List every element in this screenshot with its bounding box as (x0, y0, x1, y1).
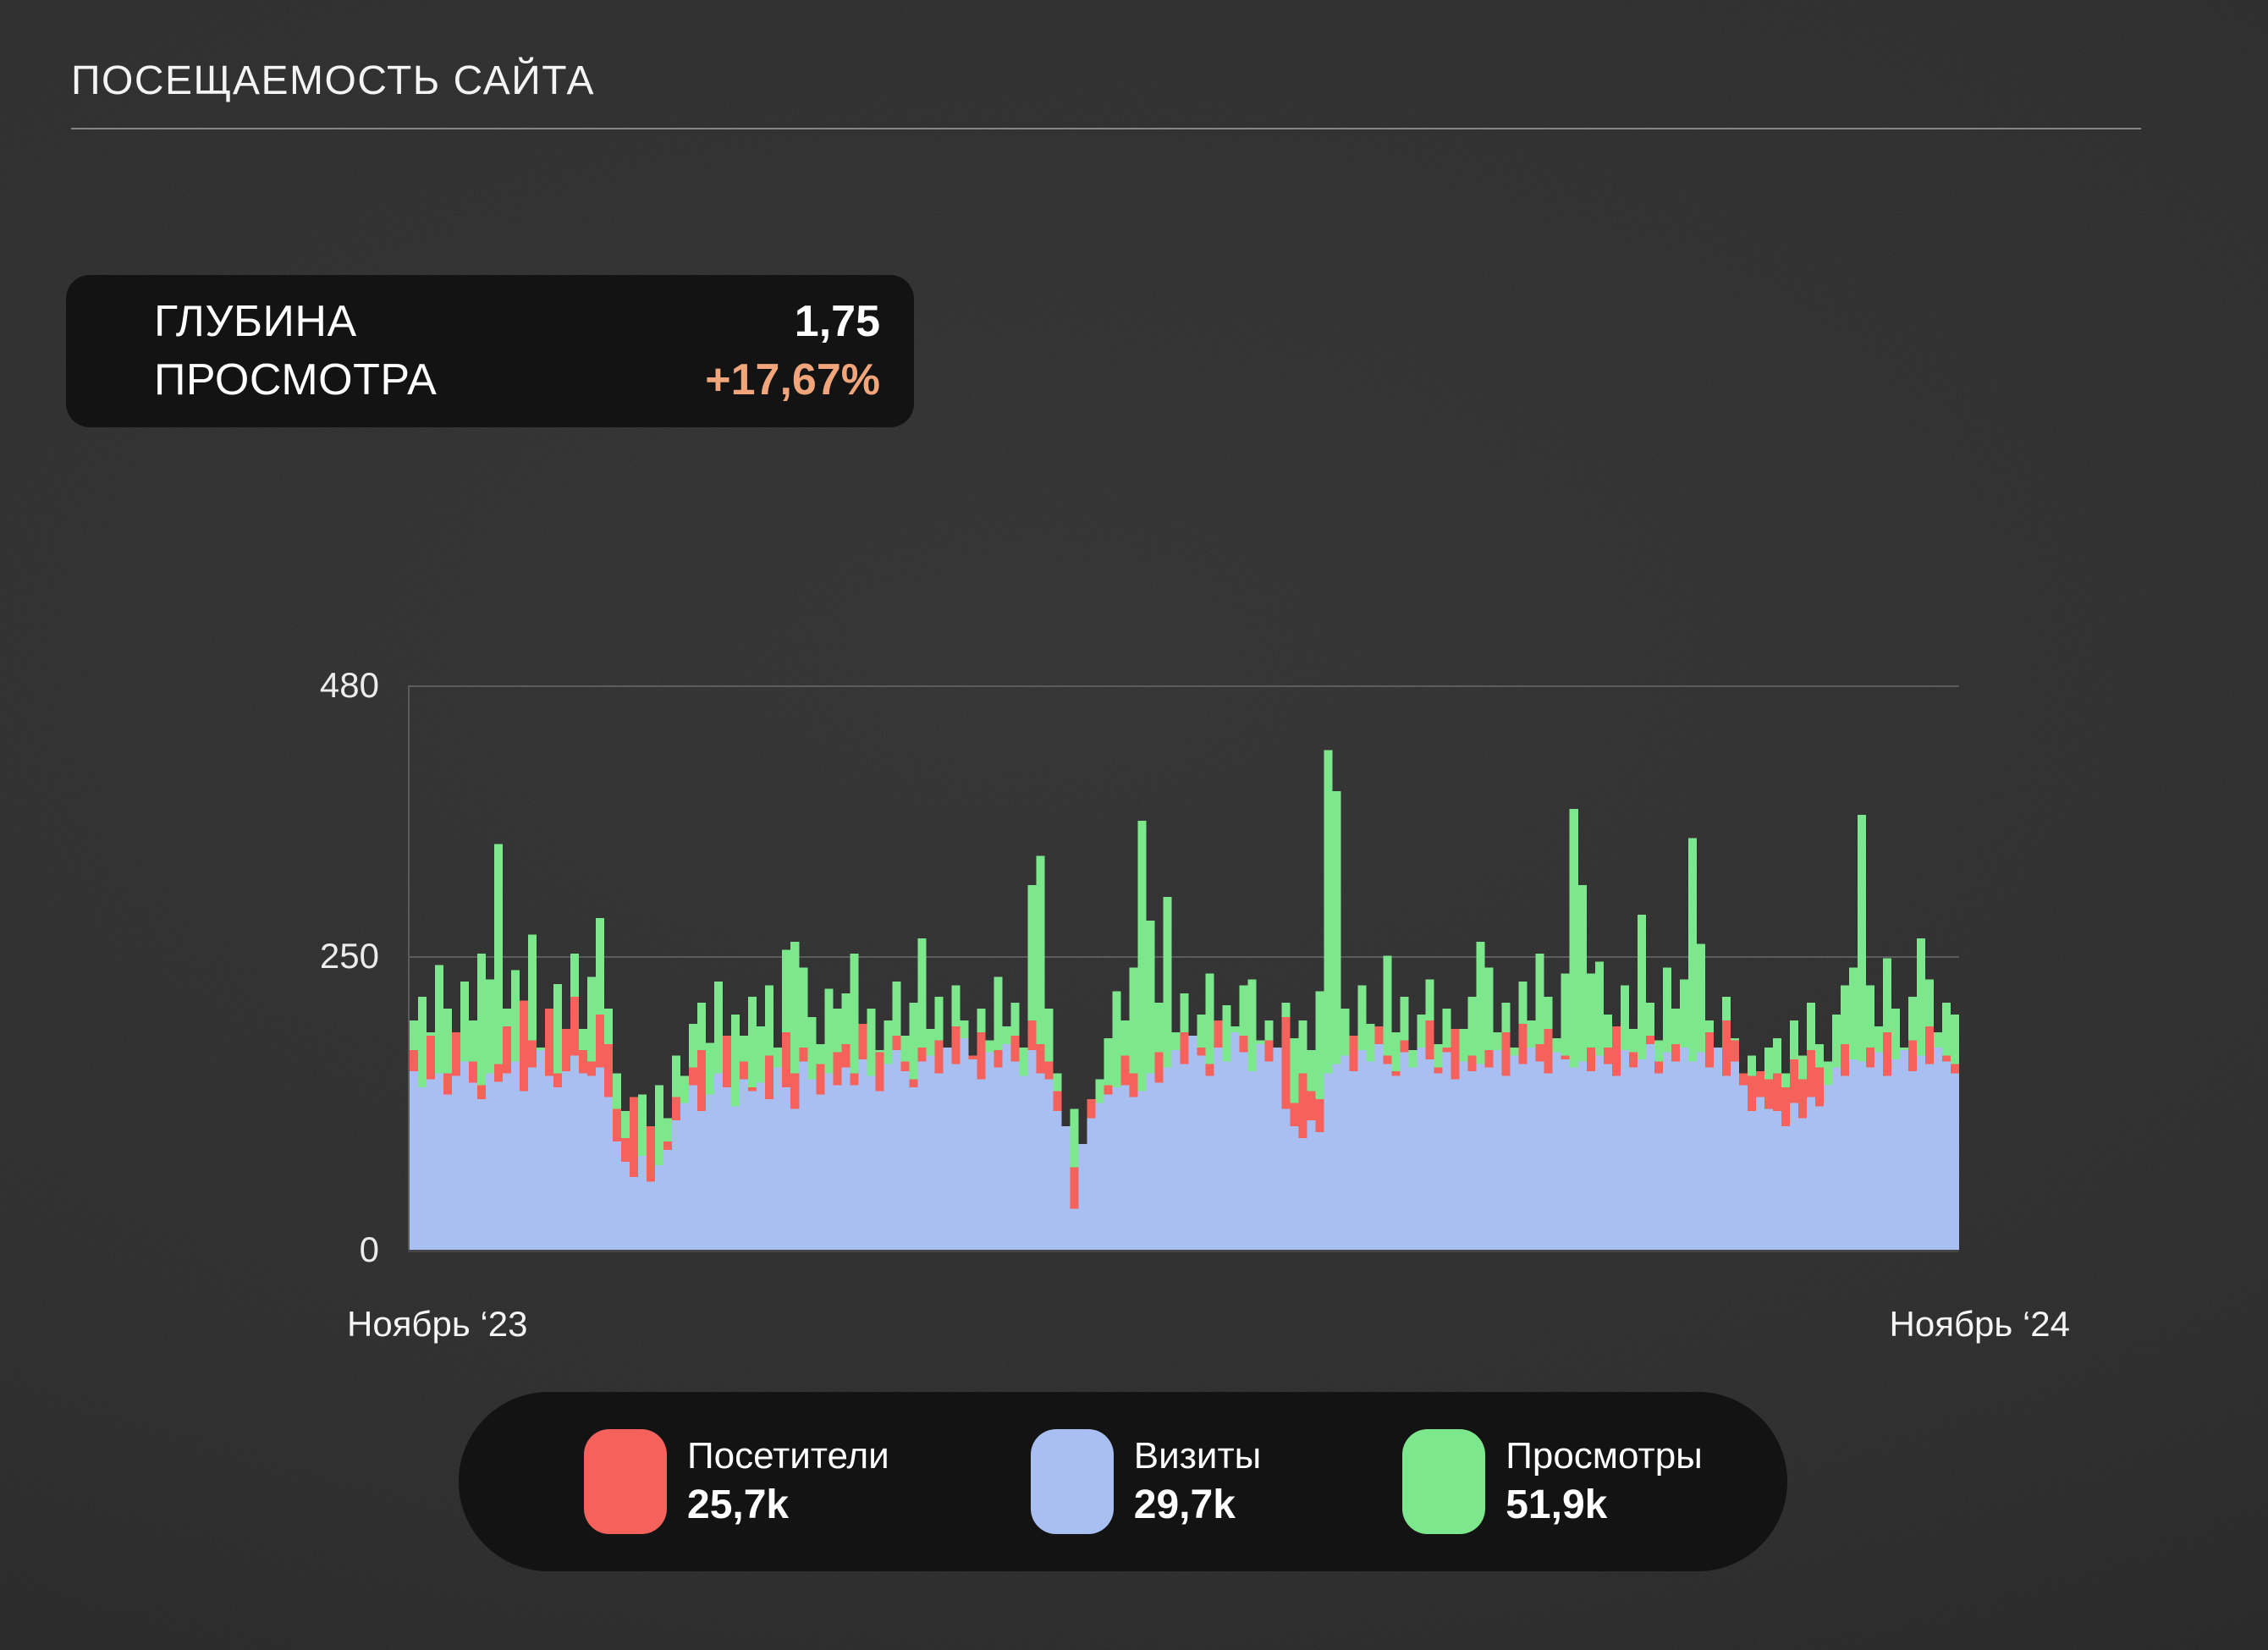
page-title: ПОСЕЩАЕМОСТЬ САЙТА (71, 58, 595, 103)
visits-value: 29,7k (1133, 1482, 1236, 1527)
stat-value: 1,75 (794, 297, 880, 346)
traffic-chart (408, 685, 1959, 1252)
stat-delta: +17,67% (705, 355, 880, 404)
stat-label-line1: ГЛУБИНА (154, 297, 357, 346)
stat-label: ГЛУБИНА ПРОСМОТРА (154, 293, 437, 410)
visits-texts: Визиты 29,7k (1134, 1435, 1261, 1528)
legend-item-visitors[interactable]: Посетители 25,7k (584, 1429, 889, 1534)
visits-label: Визиты (1133, 1435, 1262, 1477)
y-tick-0: 0 (359, 1229, 379, 1269)
y-tick-480: 480 (319, 665, 379, 705)
x-axis-baseline (408, 1250, 1959, 1252)
title-divider (71, 128, 2141, 129)
visitors-value: 25,7k (687, 1482, 790, 1527)
visits-swatch (1030, 1429, 1114, 1534)
views-value: 51,9k (1506, 1482, 1608, 1527)
y-axis-line (408, 685, 410, 1251)
legend-item-views[interactable]: Просмотры 51,9k (1402, 1429, 1703, 1534)
stat-label-line2: ПРОСМОТРА (154, 355, 438, 404)
x-label-start: Ноябрь ‘23 (347, 1304, 528, 1344)
y-tick-250: 250 (319, 936, 379, 976)
views-texts: Просмотры 51,9k (1506, 1435, 1703, 1528)
x-label-end: Ноябрь ‘24 (1889, 1304, 2070, 1344)
view-depth-card: ГЛУБИНА ПРОСМОТРА 1,75 +17,67% (66, 275, 914, 427)
visitors-swatch (584, 1429, 667, 1534)
views-swatch (1402, 1429, 1486, 1534)
bars-svg (410, 750, 1959, 1250)
gridline-250 (408, 956, 1959, 958)
legend-item-visits[interactable]: Визиты 29,7k (1030, 1429, 1261, 1534)
visitors-texts: Посетители 25,7k (687, 1435, 889, 1528)
views-label: Просмотры (1506, 1435, 1703, 1477)
chart-legend: Посетители 25,7k Визиты 29,7k Просмотры … (459, 1392, 1787, 1571)
visitors-label: Посетители (687, 1435, 889, 1477)
stat-values: 1,75 +17,67% (705, 293, 880, 410)
gridline-480 (408, 685, 1959, 687)
